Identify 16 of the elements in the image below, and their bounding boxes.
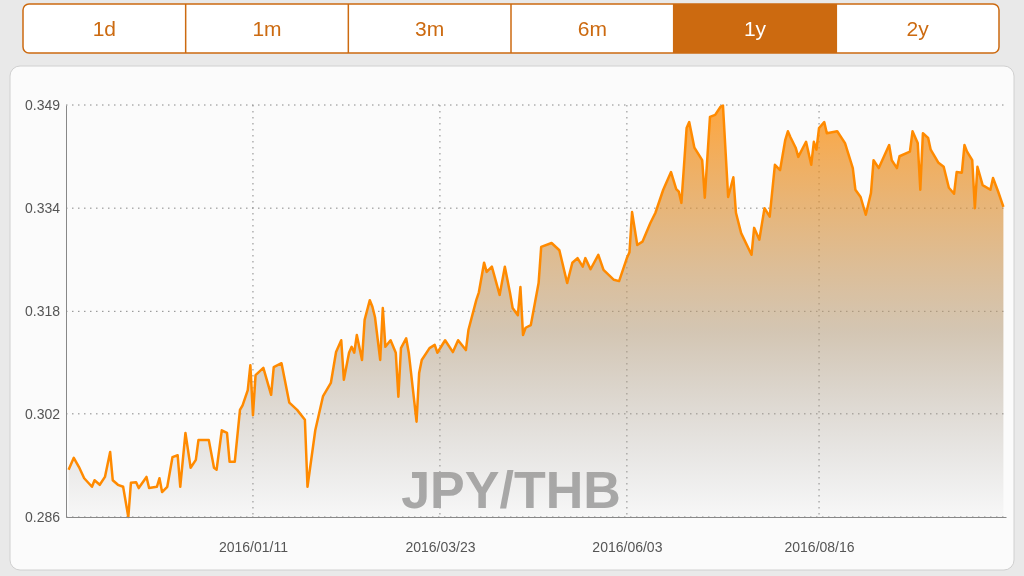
text: 3m: [415, 17, 445, 40]
text: 1y: [743, 17, 767, 40]
y-tick-label: 0.286: [24, 508, 61, 525]
y-tick-label: 0.318: [24, 303, 61, 320]
x-tick-label: 2016/01/11: [218, 538, 289, 555]
text: 1d: [92, 17, 117, 40]
x-tick-label: 2016/06/03: [592, 538, 663, 555]
text: 1m: [252, 17, 282, 40]
x-tick-label: 2016/03/23: [405, 538, 476, 555]
text: 2y: [906, 17, 930, 40]
text: JPY/THB: [401, 461, 621, 519]
text: 6m: [577, 17, 607, 40]
y-tick-label: 0.349: [24, 96, 61, 113]
x-tick-label: 2016/08/16: [784, 538, 855, 555]
y-tick-label: 0.334: [24, 200, 61, 217]
y-tick-label: 0.302: [24, 405, 61, 422]
